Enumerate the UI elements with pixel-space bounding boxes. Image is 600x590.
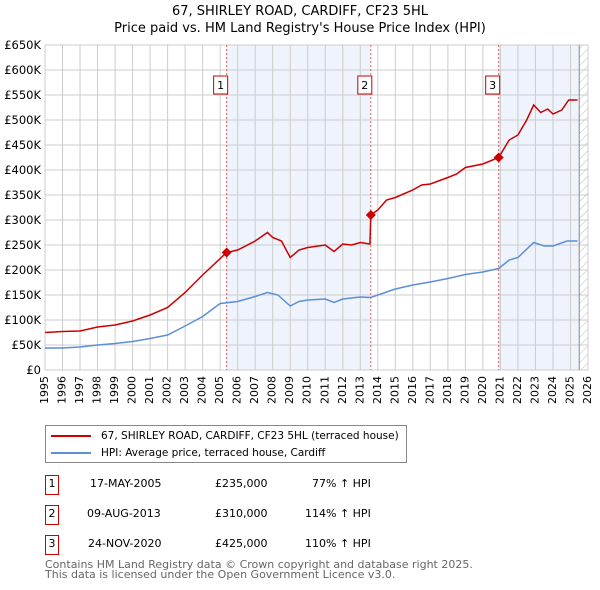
x-tick-label: 2002: [161, 376, 174, 404]
legend-label: HPI: Average price, terraced house, Card…: [101, 447, 326, 459]
sale-label: 2: [361, 79, 368, 92]
x-tick-label: 2005: [213, 376, 226, 404]
x-tick-label: 2014: [371, 376, 384, 404]
sale-label: 3: [489, 79, 496, 92]
x-tick-label: 2016: [406, 376, 419, 404]
x-tick-label: 2026: [581, 376, 594, 404]
x-tick-label: 2015: [388, 376, 401, 404]
transaction-date: 17-MAY-2005: [90, 477, 162, 490]
y-tick-label: £500K: [4, 113, 41, 127]
shaded-range: [498, 45, 580, 370]
footer-copyright: Contains HM Land Registry data © Crown c…: [45, 558, 473, 571]
sale-point: [493, 152, 504, 163]
price-chart: 1995 1996 1997 1998 1999 2000 2001 2002 2003 2004…: [4, 38, 594, 404]
sale-point: [365, 210, 376, 220]
y-tick-label: £650K: [4, 38, 41, 52]
transaction-hpi: 77% ↑ HPI: [312, 477, 371, 490]
y-tick-label: £150K: [4, 288, 41, 302]
x-tick-label: 2007: [248, 376, 261, 404]
forecast-hatch: [579, 45, 588, 370]
x-tick-label: 2017: [423, 376, 436, 404]
sale-label-box: [485, 75, 501, 95]
x-tick-label: 2019: [458, 376, 471, 404]
y-tick-label: £200K: [4, 263, 41, 277]
y-tick-label: £550K: [4, 88, 41, 102]
legend-item-property: 67, SHIRLEY ROAD, CARDIFF, CF23 5HL (ter…: [46, 428, 399, 444]
footer: Contains HM Land Registry data © Crown c…: [45, 558, 473, 581]
x-tick-label: 2001: [143, 376, 156, 404]
y-tick-label: £400K: [4, 163, 41, 177]
x-tick-label: 2018: [441, 376, 454, 404]
x-tick-label: 1997: [73, 376, 86, 404]
x-tick-label: 2009: [283, 376, 296, 404]
y-tick-label: £50K: [12, 338, 42, 352]
x-tick-label: 2021: [493, 376, 506, 404]
legend-swatch-blue: [51, 452, 91, 454]
sale-label-box: [357, 75, 373, 95]
x-tick-label: 2013: [353, 376, 366, 404]
transaction-price: £310,000: [215, 507, 268, 520]
transaction-number: 3: [45, 535, 59, 555]
chart-subtitle: Price paid vs. HM Land Registry's House …: [114, 21, 486, 36]
x-tick-label: 2020: [476, 376, 489, 404]
legend-label: 67, SHIRLEY ROAD, CARDIFF, CF23 5HL (ter…: [101, 430, 399, 442]
y-tick-label: £300K: [4, 213, 41, 227]
transaction-hpi: 114% ↑ HPI: [305, 507, 371, 520]
x-tick-label: 2010: [301, 376, 314, 404]
y-tick-label: £0: [26, 363, 41, 377]
x-tick-label: 2011: [318, 376, 331, 404]
transaction-row: 2 09-AUG-2013 £310,000 114% ↑ HPI: [45, 505, 445, 525]
transaction-price: £425,000: [215, 537, 268, 550]
transaction-number: 2: [45, 505, 59, 525]
transaction-price: £235,000: [215, 477, 268, 490]
transaction-row: 3 24-NOV-2020 £425,000 110% ↑ HPI: [45, 535, 445, 555]
x-tick-label: 2003: [178, 376, 191, 404]
transaction-number: 1: [45, 475, 59, 495]
footer-licence: This data is licensed under the Open Gov…: [45, 568, 396, 581]
y-tick-label: £350K: [4, 188, 41, 202]
y-tick-label: £450K: [4, 138, 41, 152]
legend: 67, SHIRLEY ROAD, CARDIFF, CF23 5HL (ter…: [45, 425, 407, 463]
x-tick-label: 2006: [231, 376, 244, 404]
transaction-hpi: 110% ↑ HPI: [305, 537, 371, 550]
x-tick-label: 1999: [108, 376, 121, 404]
chart-title: 67, SHIRLEY ROAD, CARDIFF, CF23 5HL: [171, 4, 429, 19]
transaction-date: 24-NOV-2020: [88, 537, 162, 550]
series-line: [44, 99, 578, 334]
shaded-range: [226, 45, 371, 370]
y-tick-label: £250K: [4, 238, 41, 252]
sale-point: [221, 247, 232, 258]
x-tick-label: 2025: [563, 376, 576, 404]
y-tick-label: £100K: [4, 313, 41, 327]
x-tick-label: 2022: [511, 376, 524, 404]
legend-swatch-red: [51, 435, 91, 437]
sale-label-box: [213, 75, 229, 95]
transaction-row: 1 17-MAY-2005 £235,000 77% ↑ HPI: [45, 475, 445, 495]
x-tick-label: 1996: [56, 376, 69, 404]
y-tick-label: £600K: [4, 63, 41, 77]
x-tick-label: 2012: [336, 376, 349, 404]
transaction-date: 09-AUG-2013: [87, 507, 161, 520]
sale-label: 1: [217, 79, 224, 92]
legend-item-hpi: HPI: Average price, terraced house, Card…: [46, 445, 325, 461]
series-line: [45, 240, 578, 349]
x-tick-label: 2000: [126, 376, 139, 404]
x-tick-label: 1995: [38, 376, 51, 404]
x-tick-label: 2004: [196, 376, 209, 404]
x-tick-label: 1998: [91, 376, 104, 404]
x-tick-label: 2024: [546, 376, 559, 404]
x-tick-label: 2008: [266, 376, 279, 404]
x-tick-label: 2023: [528, 376, 541, 404]
